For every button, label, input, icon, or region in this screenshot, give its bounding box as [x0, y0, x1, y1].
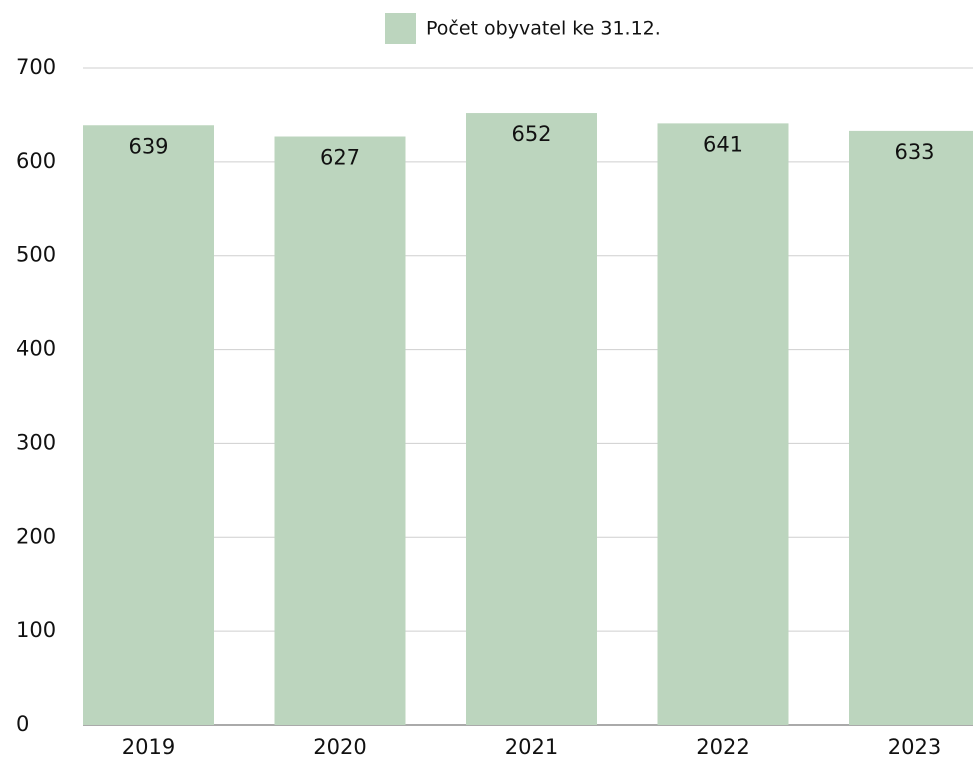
- bar: [274, 136, 406, 725]
- y-tick-label: 200: [16, 524, 56, 548]
- value-label: 627: [320, 146, 360, 170]
- x-tick-label: 2023: [888, 735, 941, 759]
- y-tick-label: 0: [16, 712, 29, 736]
- legend-swatch: [385, 13, 416, 44]
- value-label: 641: [703, 132, 743, 156]
- y-tick-label: 100: [16, 618, 56, 642]
- x-tick-label: 2020: [313, 735, 366, 759]
- value-label: 633: [894, 140, 934, 164]
- x-tick-label: 2021: [505, 735, 558, 759]
- x-tick-label: 2019: [122, 735, 175, 759]
- y-tick-label: 500: [16, 243, 56, 267]
- y-tick-label: 600: [16, 149, 56, 173]
- bar: [657, 123, 789, 725]
- y-tick-label: 400: [16, 337, 56, 361]
- bar: [849, 130, 973, 726]
- bar: [83, 125, 214, 725]
- value-label: 652: [511, 122, 551, 146]
- bar: [466, 113, 597, 725]
- y-tick-label: 300: [16, 430, 56, 454]
- value-label: 639: [128, 134, 168, 158]
- y-tick-label: 700: [16, 55, 56, 79]
- x-tick-label: 2022: [696, 735, 749, 759]
- legend-label: Počet obyvatel ke 31.12.: [426, 18, 661, 40]
